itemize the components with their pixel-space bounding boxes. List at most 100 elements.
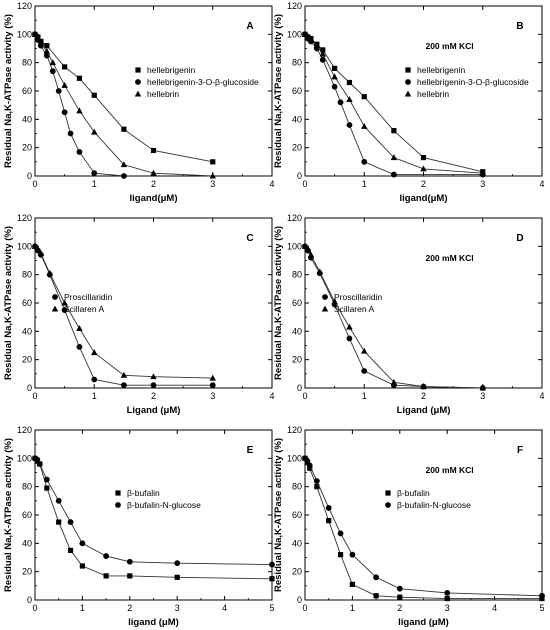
y-axis-label: Residual Na,K-ATPase activity (%) <box>3 438 14 592</box>
data-point <box>91 128 98 135</box>
data-point <box>349 551 356 558</box>
legend: Proscillaridin Scillaren A <box>321 292 382 314</box>
data-point <box>91 170 98 177</box>
data-point <box>444 595 450 602</box>
data-point <box>304 33 312 40</box>
data-point <box>337 552 344 558</box>
x-axis-label: ligand(μM) <box>129 193 177 204</box>
data-point <box>332 65 338 71</box>
x-axis-label: Ligand (μM) <box>397 405 451 416</box>
data-point <box>31 242 39 249</box>
data-point <box>76 344 83 350</box>
data-point <box>390 378 398 385</box>
data-point <box>331 73 338 80</box>
data-point <box>319 50 326 57</box>
series-line <box>304 245 483 389</box>
x-tick-label: 0 <box>32 391 37 401</box>
chart-panel-e: 0 1 2 3 4 5 0 20 40 60 80 100 120 ligand (μM) Residual… <box>3 425 275 628</box>
y-tick-label: 100 <box>17 241 32 251</box>
data-point <box>420 165 427 172</box>
data-point <box>91 92 97 98</box>
y-tick-label: 0 <box>297 383 302 393</box>
legend-marker <box>135 79 141 85</box>
data-point <box>396 585 403 592</box>
data-point <box>76 149 83 155</box>
legend-marker <box>322 294 328 300</box>
series-2 <box>301 30 486 176</box>
data-point <box>49 59 56 66</box>
y-axis-label: Residual Na,K-ATPase activity (%) <box>3 226 14 380</box>
legend-label: β-bufalin <box>397 488 430 498</box>
data-point <box>150 169 157 176</box>
x-tick-label: 4 <box>269 179 274 189</box>
data-point <box>320 47 326 53</box>
data-point <box>420 154 427 161</box>
data-point <box>346 96 353 102</box>
series-0 <box>302 243 486 391</box>
y-tick-label: 60 <box>22 86 32 96</box>
x-tick-label: 5 <box>269 603 274 613</box>
y-tick-label: 80 <box>22 270 32 280</box>
data-point <box>304 245 312 252</box>
data-point <box>61 299 68 306</box>
y-axis-label: Residual Na,K-ATPase activity (%) <box>3 14 14 168</box>
data-point <box>91 376 98 383</box>
data-point <box>79 563 85 569</box>
y-axis-label: Residual Na,K-ATPase activity (%) <box>273 438 284 592</box>
x-tick-label: 1 <box>362 391 367 401</box>
data-point <box>120 371 128 378</box>
y-tick-label: 80 <box>22 482 32 492</box>
data-point <box>76 107 83 114</box>
legend-marker <box>134 90 142 97</box>
y-tick-label: 20 <box>292 143 302 153</box>
condition-label: 200 mM KCl <box>425 253 473 263</box>
y-tick-label: 100 <box>17 453 32 463</box>
y-tick-label: 60 <box>292 510 302 520</box>
data-point <box>346 122 353 128</box>
x-tick-label: 0 <box>32 179 37 189</box>
data-point <box>61 109 68 116</box>
legend-marker <box>52 294 58 300</box>
data-point <box>103 553 109 559</box>
legend-marker <box>321 305 329 312</box>
legend-marker <box>404 90 412 97</box>
data-point <box>210 159 216 165</box>
y-tick-label: 120 <box>287 1 302 11</box>
legend-marker <box>405 67 411 73</box>
y-tick-label: 60 <box>22 510 32 520</box>
data-point <box>361 123 368 129</box>
x-tick-label: 0 <box>302 603 307 613</box>
y-tick-label: 60 <box>22 298 32 308</box>
data-point <box>346 79 353 86</box>
data-point <box>331 83 338 90</box>
data-point <box>31 30 39 37</box>
data-point <box>361 158 368 165</box>
data-point <box>307 36 315 43</box>
series-line <box>34 245 213 379</box>
x-tick-label: 4 <box>539 179 544 189</box>
data-point <box>326 518 332 524</box>
x-tick-label: 1 <box>350 603 355 613</box>
data-point <box>269 561 275 568</box>
data-point <box>61 307 68 313</box>
y-tick-label: 100 <box>17 29 32 39</box>
y-tick-label: 120 <box>17 1 32 11</box>
legend-marker <box>405 79 411 85</box>
x-tick-label: 2 <box>151 391 156 401</box>
data-point <box>361 368 368 374</box>
data-point <box>307 251 315 258</box>
panel-letter: B <box>516 21 523 32</box>
y-tick-label: 120 <box>287 213 302 223</box>
x-tick-label: 0 <box>302 391 307 401</box>
data-point <box>120 173 127 179</box>
data-point <box>314 484 320 490</box>
data-point <box>103 573 109 579</box>
y-tick-label: 60 <box>292 298 302 308</box>
plot-frame <box>304 217 543 389</box>
data-point <box>62 64 68 70</box>
legend-marker <box>385 502 391 508</box>
data-point <box>120 382 127 389</box>
data-point <box>479 169 486 176</box>
